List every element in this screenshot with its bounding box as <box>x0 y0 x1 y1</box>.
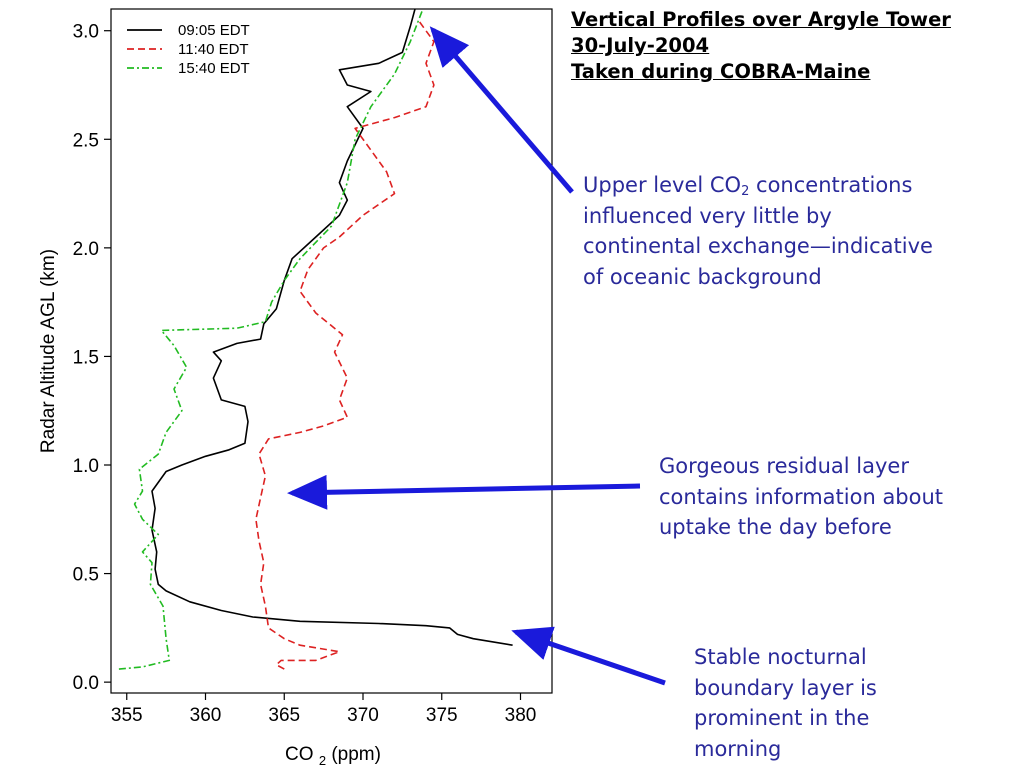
y-tick-label: 1.5 <box>73 347 99 368</box>
annotation-upper-line-1: Upper level CO2 concentrations <box>583 170 933 201</box>
series-line-1 <box>151 8 513 646</box>
annotation-nocturnal-layer: Stable nocturnal boundary layer is promi… <box>694 642 877 764</box>
legend-label-2: 11:40 EDT <box>178 41 249 58</box>
annotation-residual-line-2: contains information about <box>659 484 944 509</box>
title-line-3: Taken during COBRA-Maine <box>571 60 871 83</box>
annotation-upper-line-1-post: concentrations <box>749 173 913 197</box>
annotation-residual-layer: Gorgeous residual layer contains informa… <box>659 451 943 543</box>
x-tick-label: 355 <box>111 705 143 726</box>
y-tick-label: 3.0 <box>73 22 99 43</box>
title-line-2: 30-July-2004 <box>571 34 710 57</box>
y-tick-label: 0.5 <box>73 565 99 586</box>
slide-title: Vertical Profiles over Argyle Tower 30-J… <box>571 7 1021 85</box>
annotation-upper-line-1-sub: 2 <box>741 184 750 199</box>
arrow-to-nocturnal-layer <box>511 626 666 686</box>
x-tick-label: 375 <box>426 705 458 726</box>
annotation-upper-level: Upper level CO2 concentrations influence… <box>583 170 933 292</box>
arrow-to-upper-level <box>429 26 574 194</box>
x-tick-label: 380 <box>505 705 537 726</box>
x-axis-label-sub: 2 <box>319 753 326 768</box>
legend: 09:05 EDT 11:40 EDT 15:40 EDT <box>127 22 250 77</box>
ticks-layer: 355 360 365 370 375 380 0.0 0.5 1.0 1.5 2.0 2.5 3.0 <box>73 22 537 726</box>
x-axis-label-unit: (ppm) <box>331 744 381 765</box>
y-tick-label: 0.0 <box>73 673 99 694</box>
y-tick-label: 2.5 <box>73 130 99 151</box>
legend-label-1: 09:05 EDT <box>178 22 250 39</box>
annotation-residual-line-1: Gorgeous residual layer <box>659 454 909 478</box>
x-axis-label-main: CO <box>285 744 314 765</box>
plot-area-frame <box>110 8 553 694</box>
y-tick-label: 2.0 <box>73 239 99 260</box>
x-tick-label: 360 <box>190 705 222 726</box>
legend-label-3: 15:40 EDT <box>178 60 250 77</box>
annotation-upper-line-1-pre: Upper level CO <box>583 173 742 197</box>
series-line-3 <box>118 8 424 670</box>
title-line-1: Vertical Profiles over Argyle Tower <box>571 8 951 31</box>
annotation-upper-line-3: continental exchange—indicative <box>583 234 933 258</box>
annotation-upper-line-4: of oceanic background <box>583 264 822 289</box>
y-axis-label: Radar Altitude AGL (km) <box>38 249 59 453</box>
series-layer <box>118 8 513 670</box>
annotation-stable-line-1: Stable nocturnal <box>694 645 867 669</box>
annotation-stable-line-3: prominent in the <box>694 706 870 730</box>
annotation-stable-line-2: boundary layer is <box>694 675 877 700</box>
annotation-arrows <box>287 26 666 686</box>
annotation-stable-line-4: morning <box>694 736 782 761</box>
x-axis-label: CO 2 (ppm) <box>285 744 381 768</box>
series-line-2 <box>255 19 435 670</box>
x-tick-label: 370 <box>347 705 379 726</box>
y-tick-label: 1.0 <box>73 456 99 477</box>
annotation-residual-line-3: uptake the day before <box>659 515 892 539</box>
x-tick-label: 365 <box>268 705 300 726</box>
annotation-upper-line-2: influenced very little by <box>583 203 832 228</box>
arrow-to-residual-layer <box>287 474 641 510</box>
